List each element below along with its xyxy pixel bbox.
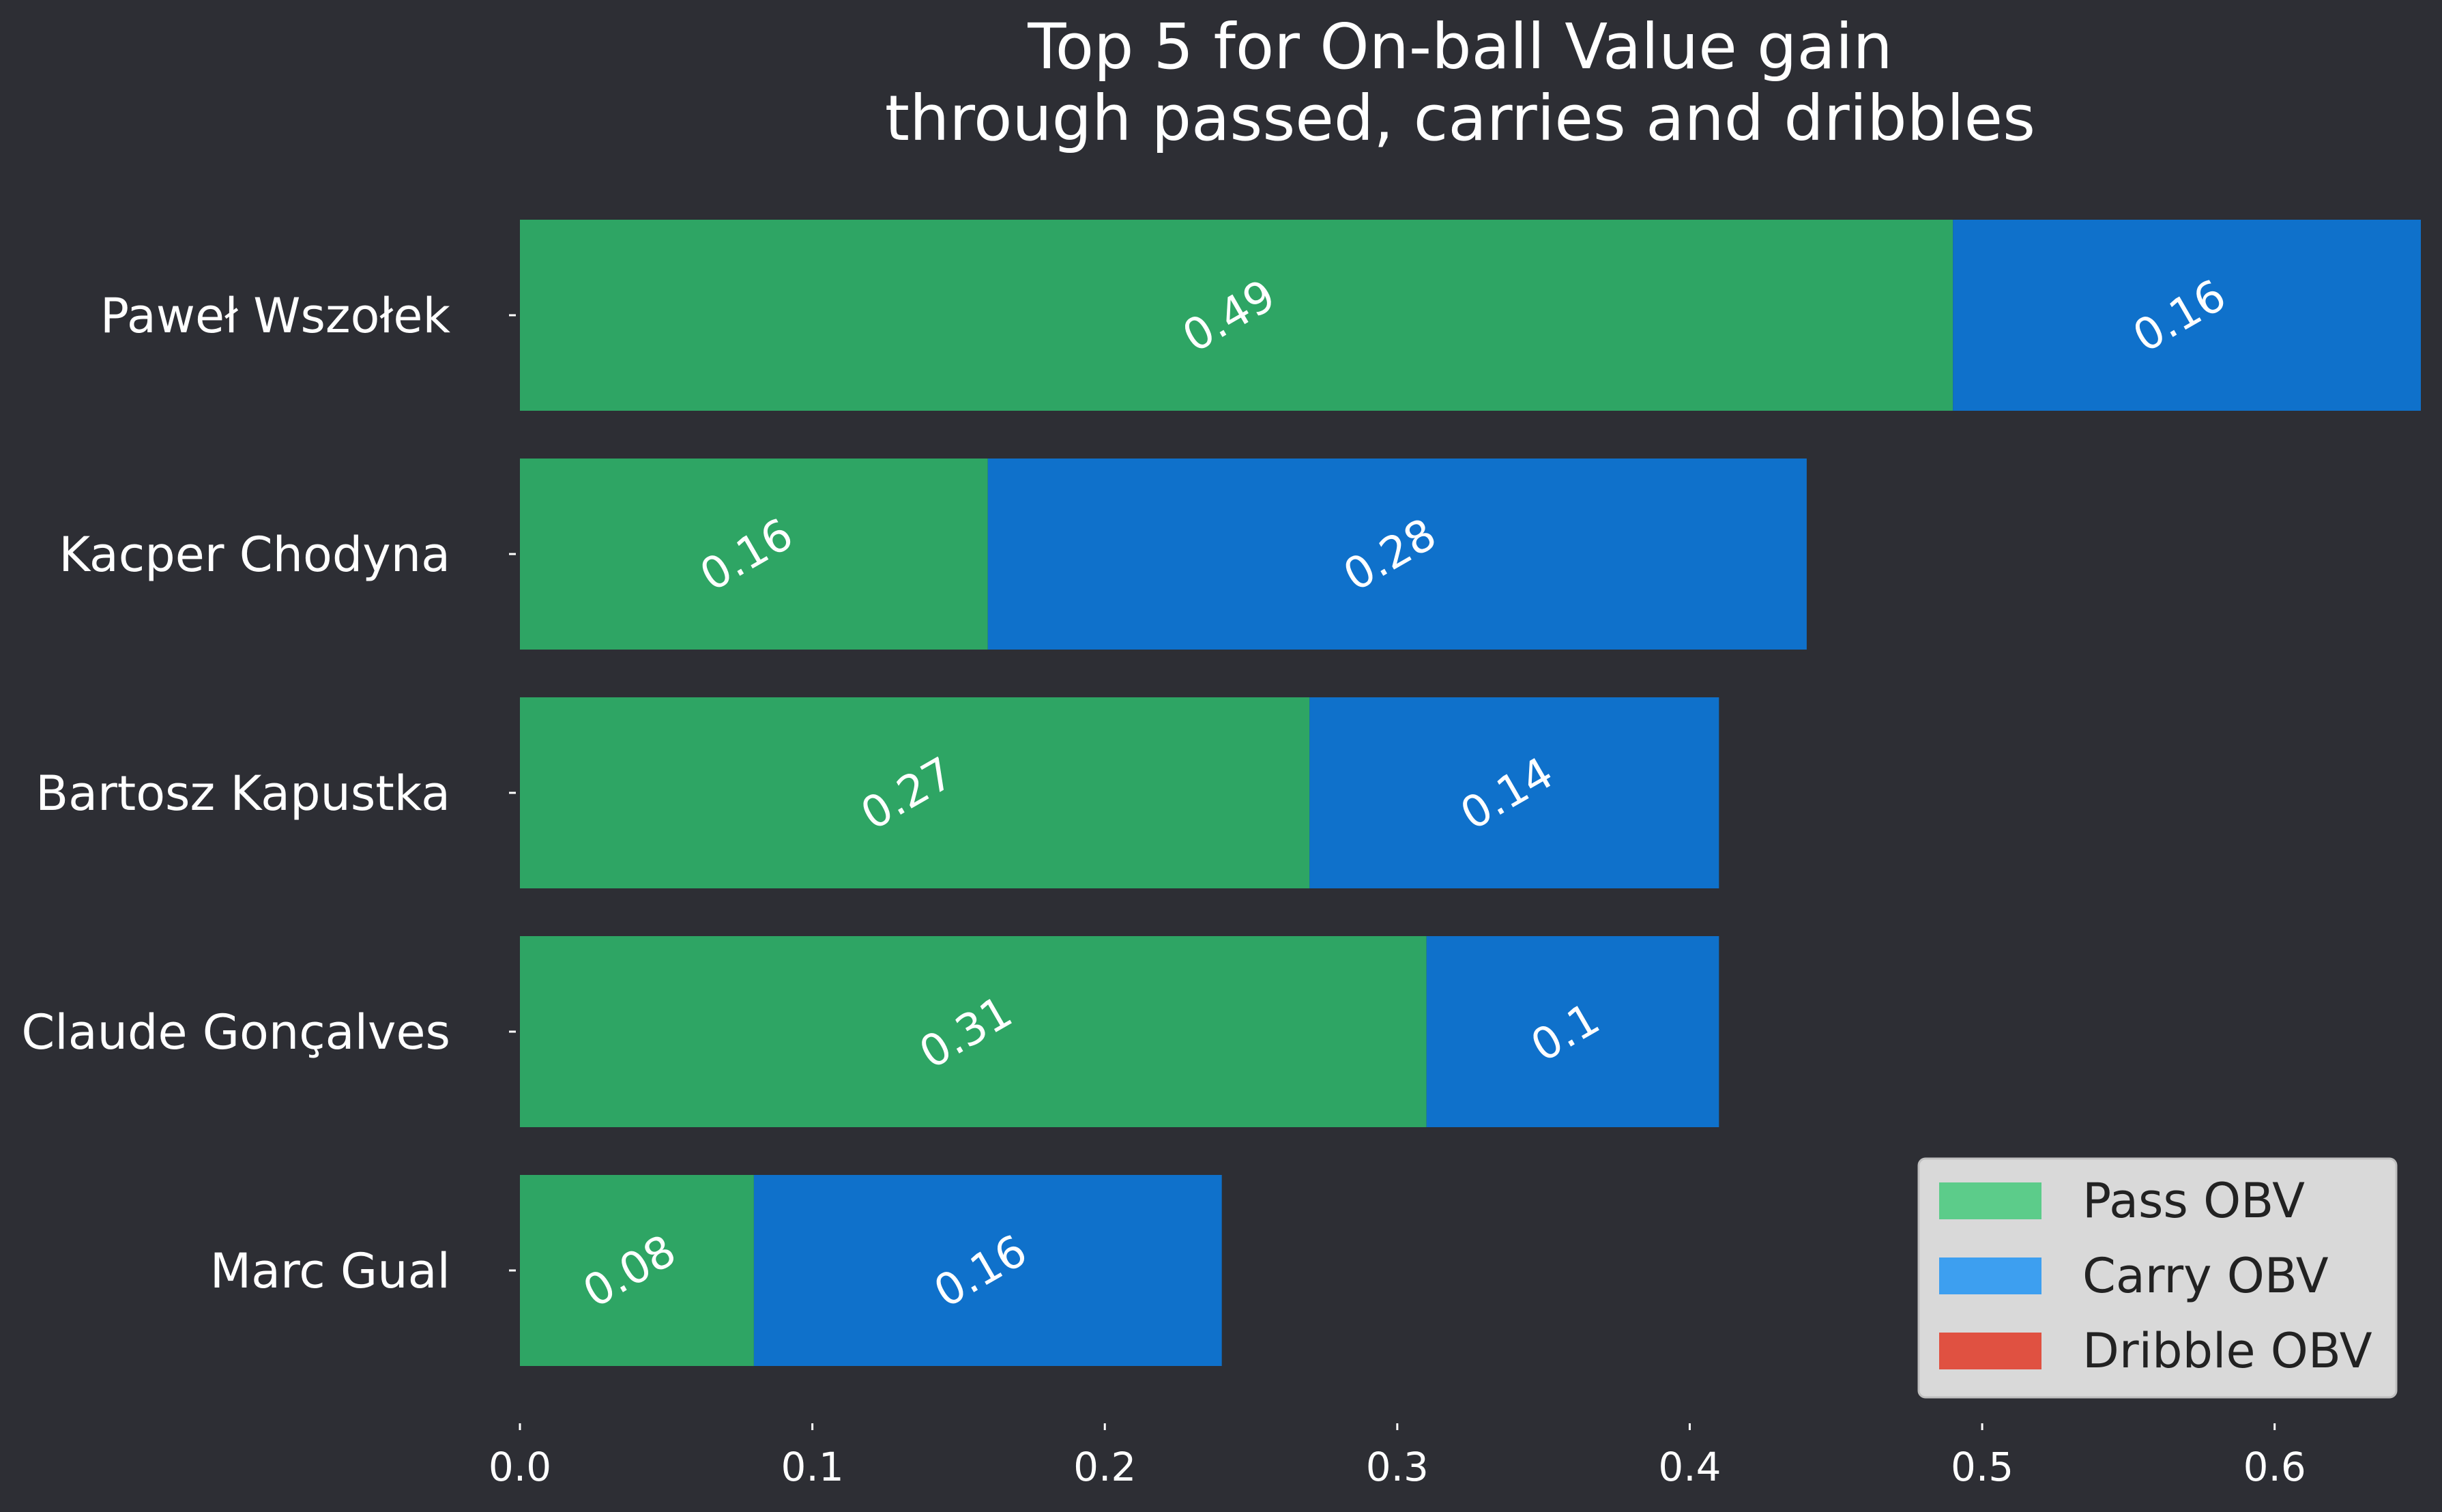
bar-segment	[520, 697, 1310, 888]
bar-segment	[1953, 220, 2421, 411]
chart-title-line: Top 5 for On-ball Value gain	[1027, 10, 1893, 83]
y-category-label: Bartosz Kapustka	[35, 766, 450, 822]
bars-group: 0.49 0.160.16 0.280.27 0.140.31 0.10.08 0.16	[520, 220, 2421, 1366]
y-category-label: Kacper Chodyna	[59, 527, 450, 583]
x-tick-label: 0.2	[1073, 1444, 1136, 1490]
x-tick-label: 0.6	[2243, 1444, 2306, 1490]
legend-entry-label: Pass OBV	[2082, 1173, 2305, 1229]
chart-title-line: through passed, carries and dribbles	[885, 82, 2035, 155]
chart-title: Top 5 for On-ball Value gain through pass…	[885, 10, 2035, 155]
x-tick-label: 0.1	[781, 1444, 843, 1490]
x-tick-label: 0.0	[489, 1444, 551, 1490]
bar-segment	[520, 459, 988, 650]
legend-swatch	[1939, 1257, 2041, 1294]
y-axis-labels: Paweł Wszołek Kacper Chodyna Bartosz Kapus…	[21, 288, 516, 1299]
y-category-label: Claude Gonçalves	[21, 1004, 450, 1060]
x-tick-label: 0.3	[1366, 1444, 1429, 1490]
x-axis: 0.0 0.1 0.2 0.3 0.4 0.5 0.6	[489, 1423, 2306, 1490]
legend-entry-label: Carry OBV	[2082, 1248, 2329, 1304]
bar-segment	[520, 936, 1427, 1127]
x-tick-label: 0.5	[1951, 1444, 2014, 1490]
bar-segment	[753, 1175, 1222, 1366]
y-category-label: Marc Gual	[210, 1243, 450, 1299]
bar-segment	[1426, 936, 1719, 1127]
bar-segment	[520, 220, 1953, 411]
bar-segment	[987, 459, 1807, 650]
legend-entry-label: Dribble OBV	[2082, 1323, 2372, 1379]
legend-swatch	[1939, 1333, 2041, 1369]
legend: Pass OBV Carry OBV Dribble OBV	[1917, 1157, 2398, 1399]
bar-segment	[520, 1175, 754, 1366]
x-tick-label: 0.4	[1658, 1444, 1721, 1490]
y-category-label: Paweł Wszołek	[100, 288, 451, 344]
bar-segment	[1309, 697, 1719, 888]
legend-swatch	[1939, 1182, 2041, 1219]
